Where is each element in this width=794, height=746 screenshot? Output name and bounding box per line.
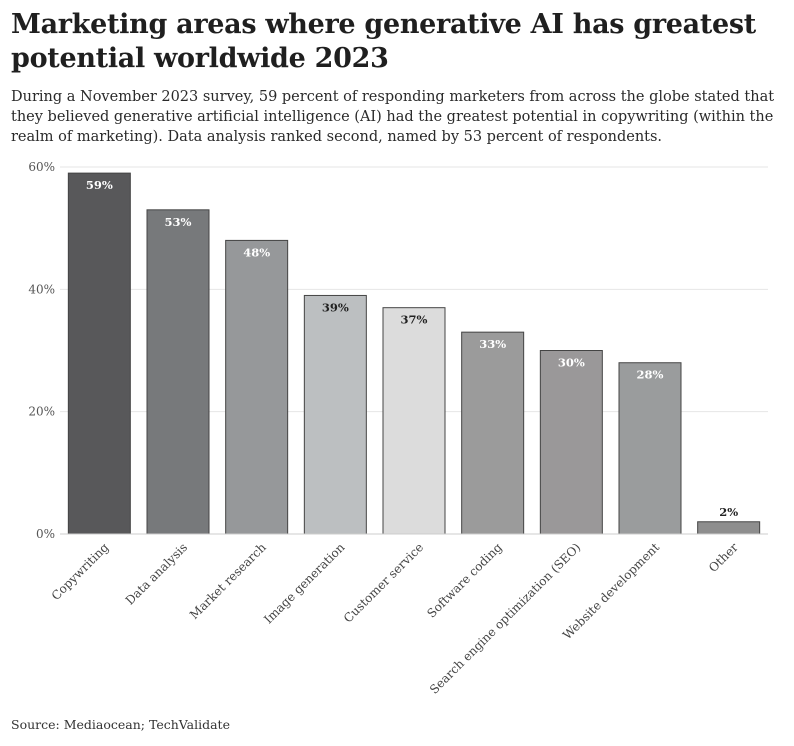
x-tick-label: Copywriting [49,540,112,603]
bar [618,362,682,535]
data-label: 33% [479,337,506,351]
x-tick-label: Market research [187,540,269,622]
x-tick-label: Customer service [341,540,426,625]
bar [697,521,761,535]
y-tick-label: 0% [36,527,55,541]
bar [382,307,446,535]
data-label: 30% [558,356,585,370]
y-tick-label: 40% [28,282,55,296]
y-tick-label: 20% [28,405,55,419]
bar [461,331,525,535]
data-label: 2% [719,505,738,519]
bar [67,172,131,535]
bar [303,294,367,535]
data-label: 28% [637,368,664,382]
y-tick-label: 60% [28,160,55,174]
x-tick-label: Image generation [261,540,347,626]
x-tick-label: Data analysis [123,540,190,607]
data-label: 59% [86,178,113,192]
source-note: Source: Mediaocean; TechValidate [11,717,230,732]
x-tick-label: Software coding [424,540,505,621]
chart-title: Marketing areas where generative AI has … [11,9,756,74]
x-tick-label: Other [706,540,741,575]
bar [539,350,603,535]
data-label: 48% [243,245,270,259]
data-label: 53% [165,215,192,229]
data-label: 39% [322,300,349,314]
data-label: 37% [401,313,428,327]
bar [225,239,289,535]
x-tick-label: Search engine optimization (SEO) [427,540,584,697]
bar [146,209,210,535]
chart-subtitle: During a November 2023 survey, 59 percen… [11,89,775,145]
